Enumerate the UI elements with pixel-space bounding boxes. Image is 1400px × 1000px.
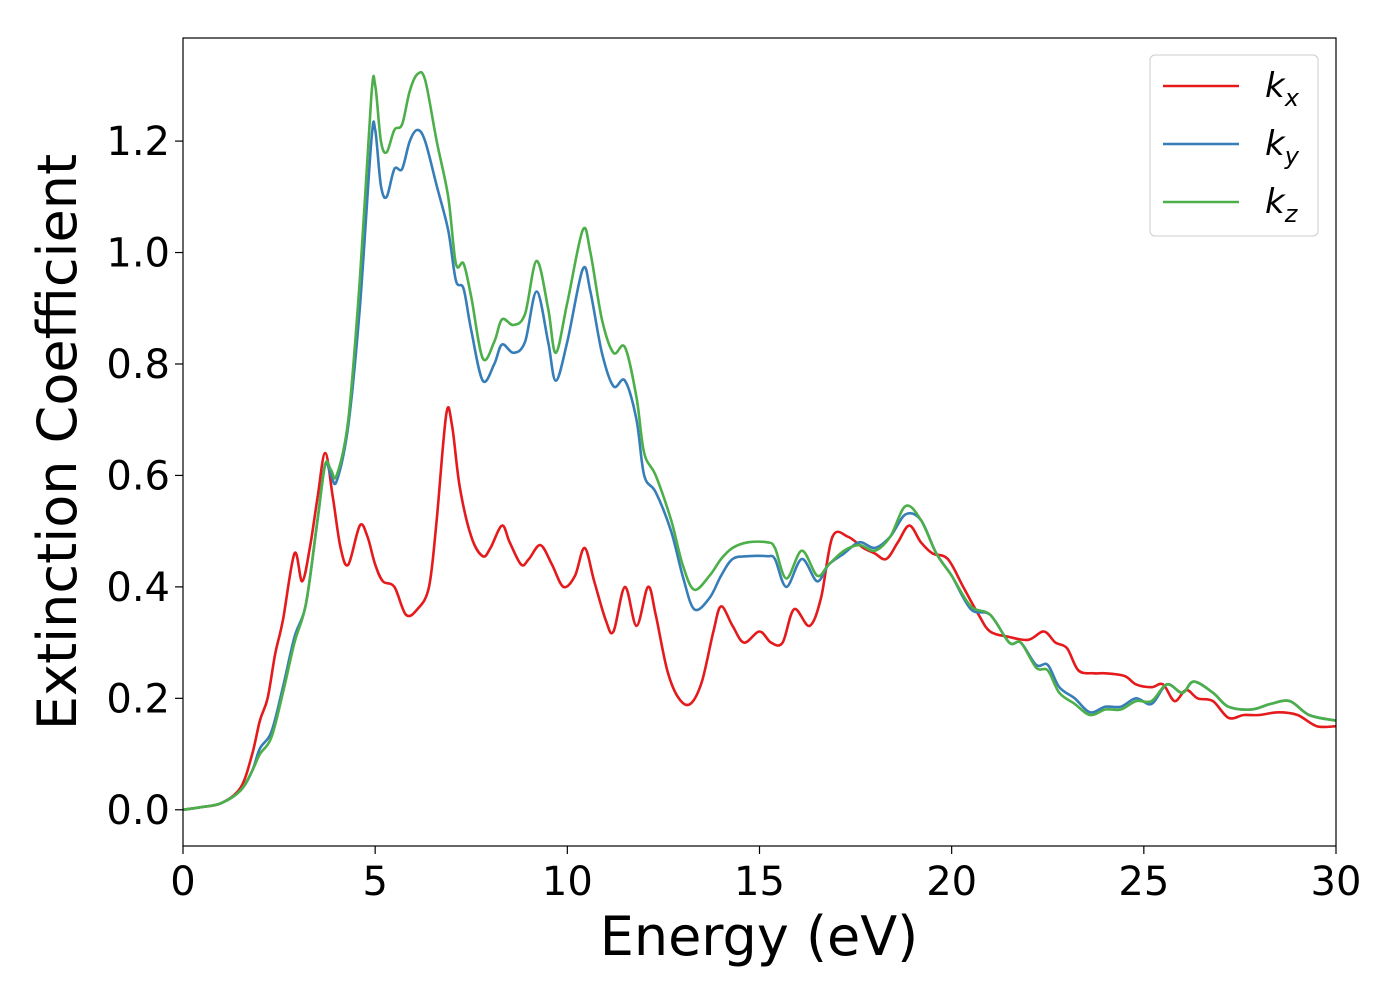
x-tick-label: 25 bbox=[1118, 859, 1169, 905]
plot-background bbox=[183, 38, 1336, 846]
x-tick-label: 5 bbox=[362, 859, 387, 905]
legend-box bbox=[1149, 54, 1319, 237]
y-axis-title: Extinction Coefficient bbox=[26, 154, 89, 730]
y-tick-label: 0.0 bbox=[106, 788, 170, 834]
series-lines bbox=[182, 70, 1337, 812]
series-line-kx bbox=[182, 406, 1337, 812]
x-tick-label: 30 bbox=[1311, 859, 1362, 905]
x-tick-label: 0 bbox=[170, 859, 195, 905]
series-line-ky bbox=[182, 120, 1337, 812]
x-ticks: 0 5 10 15 20 25 30 bbox=[170, 846, 1361, 905]
y-tick-label: 0.8 bbox=[106, 342, 170, 388]
x-axis-title: Energy (eV) bbox=[600, 905, 919, 968]
y-tick-label: 1.2 bbox=[106, 119, 170, 165]
series-line-kz bbox=[182, 70, 1337, 812]
x-tick-label: 15 bbox=[734, 859, 785, 905]
x-tick-label: 20 bbox=[926, 859, 977, 905]
y-tick-label: 0.6 bbox=[106, 453, 170, 499]
plot-frame bbox=[182, 37, 1337, 847]
x-tick-label: 10 bbox=[542, 859, 593, 905]
y-tick-label: 0.4 bbox=[106, 565, 170, 611]
y-ticks: 0.0 0.2 0.4 0.6 0.8 1.0 1.2 bbox=[106, 119, 183, 834]
y-tick-label: 1.0 bbox=[106, 231, 170, 277]
y-tick-label: 0.2 bbox=[106, 676, 170, 722]
